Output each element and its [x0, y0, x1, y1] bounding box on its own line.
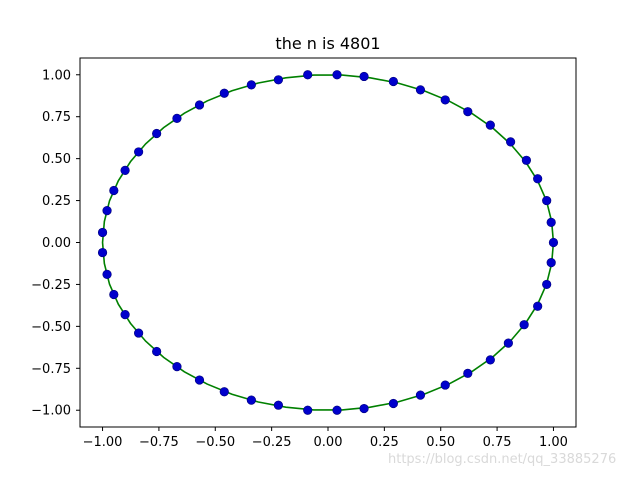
data-point: [97, 247, 108, 258]
x-tick-label: −1.00: [83, 435, 123, 450]
x-tick-label: 0.50: [426, 435, 455, 450]
data-point: [503, 338, 513, 348]
data-point: [194, 375, 205, 385]
data-point: [542, 279, 552, 290]
data-point: [388, 398, 398, 409]
data-point: [219, 88, 229, 98]
data-point: [219, 387, 229, 397]
data-point: [303, 405, 313, 415]
data-point: [246, 395, 256, 405]
data-point: [97, 227, 108, 238]
x-tick-label: −0.25: [252, 435, 292, 450]
data-point: [519, 320, 529, 330]
data-point: [440, 380, 450, 390]
data-point: [109, 289, 119, 300]
data-point: [332, 405, 342, 415]
watermark: https://blog.csdn.net/qq_33885276: [388, 452, 617, 467]
data-point: [485, 120, 495, 130]
data-point: [388, 76, 398, 87]
x-tick-label: 0.00: [314, 435, 343, 450]
series-line-path: [101, 74, 555, 411]
data-point: [359, 71, 369, 82]
data-point: [463, 368, 473, 378]
y-tick-label: −0.50: [31, 320, 71, 335]
data-point: [152, 346, 162, 357]
data-point: [134, 328, 144, 338]
data-point: [172, 113, 182, 123]
x-tick-label: 1.00: [539, 435, 568, 450]
plot-frame: [79, 57, 577, 428]
y-tick-label: −0.25: [31, 278, 71, 293]
data-point: [485, 355, 495, 365]
data-point: [152, 128, 162, 139]
y-tick-label: 0.00: [42, 236, 71, 251]
data-point: [548, 237, 559, 248]
data-point: [415, 390, 426, 400]
data-point: [521, 155, 532, 165]
series-line: [101, 74, 555, 411]
data-point: [533, 174, 543, 184]
y-tick-label: −1.00: [31, 404, 71, 419]
data-point: [120, 310, 130, 320]
data-point: [546, 258, 556, 268]
data-points: [97, 70, 559, 415]
chart-title: the n is 4801: [275, 34, 380, 53]
data-point: [172, 362, 182, 372]
y-tick-label: −0.75: [31, 362, 71, 377]
data-point: [134, 147, 144, 157]
data-point: [463, 107, 473, 117]
y-tick-label: 1.00: [42, 68, 71, 83]
data-point: [120, 165, 130, 175]
y-tick-label: 0.75: [42, 110, 71, 125]
data-point: [102, 269, 112, 279]
y-axis: −1.00 −0.75 −0.50 −0.25 0.00 0.25 0.50 0.75 1.00: [31, 68, 80, 419]
data-point: [332, 70, 342, 80]
data-point: [109, 185, 119, 196]
x-tick-label: −0.50: [195, 435, 235, 450]
x-tick-label: 0.25: [370, 435, 399, 450]
data-point: [303, 70, 313, 80]
x-tick-label: 0.75: [483, 435, 512, 450]
data-point: [102, 206, 112, 216]
data-point: [273, 75, 284, 85]
data-point: [359, 403, 369, 414]
data-point: [533, 301, 543, 311]
data-point: [246, 80, 256, 90]
y-tick-label: 0.25: [42, 194, 71, 209]
data-point: [506, 137, 516, 147]
x-axis: −1.00 −0.75 −0.50 −0.25 0.00 0.25 0.50 0.75 1.00: [83, 427, 568, 450]
y-tick-label: 0.50: [42, 152, 71, 167]
data-point: [542, 195, 552, 206]
data-point: [273, 400, 284, 410]
data-point: [194, 100, 205, 110]
data-point: [546, 217, 556, 227]
data-point: [440, 95, 450, 105]
data-point: [415, 85, 426, 95]
x-tick-label: −0.75: [139, 435, 179, 450]
